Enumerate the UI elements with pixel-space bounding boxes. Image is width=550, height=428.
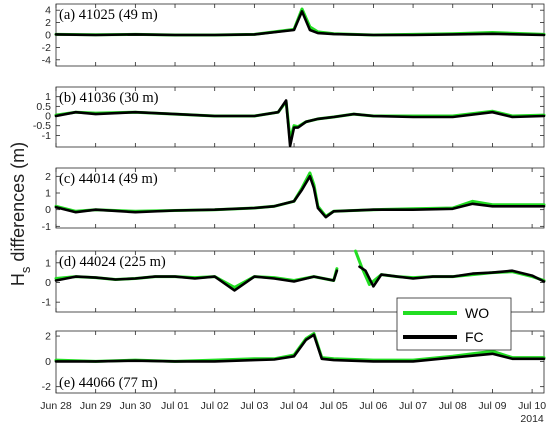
x-axis: Jun 28 Jun 29 Jun 30 Jul 01 Jul 02 Jul 03 Jul …: [40, 400, 546, 412]
panel-1: 10.50-0.5-1 (b) 41036 (30 m): [33, 86, 546, 148]
y-tick-label: 2: [45, 171, 51, 183]
y-tick-label: 4: [45, 5, 51, 17]
x-tick-label: Jun 29: [80, 400, 112, 412]
y-tick-label: 1: [45, 91, 51, 103]
x-tick-label: Jun 28: [40, 400, 72, 412]
panel-title: (b) 41036 (30 m): [59, 90, 159, 106]
y-axis-label-subscript: s: [18, 266, 33, 273]
panel-frame: [55, 167, 545, 229]
legend-label: WO: [465, 305, 489, 321]
series-line-fc: [54, 175, 546, 219]
panel-title: (e) 44066 (77 m): [59, 375, 158, 391]
x-tick-label: Jul 03: [240, 400, 268, 412]
y-tick-label: -4: [42, 54, 51, 66]
y-tick-label: -1: [42, 221, 51, 233]
y-tick-label: 0: [45, 111, 51, 123]
series-line-fc: [54, 333, 546, 363]
series-line-fc: [54, 10, 546, 37]
y-axis-label: Hs differences (m): [8, 142, 33, 286]
panel-title: (c) 44014 (49 m): [59, 171, 158, 187]
x-tick-label: Jul 07: [399, 400, 427, 412]
y-tick-label: 2: [45, 331, 51, 343]
panel-0: 420-2-4 (a) 41025 (49 m): [42, 3, 546, 67]
legend: WO FC: [396, 297, 512, 351]
legend-box: [396, 297, 512, 351]
x-tick-label: Jul 08: [439, 400, 467, 412]
legend-label: FC: [465, 329, 484, 345]
y-tick-label: 0.5: [36, 101, 51, 113]
y-tick-label: 0: [45, 30, 51, 42]
series-line-fc: [54, 99, 546, 148]
y-axis-label-main: H: [8, 273, 28, 286]
x-tick-label: Jun 30: [120, 400, 152, 412]
y-tick-label: -2: [42, 42, 51, 54]
y-tick-label: -2: [42, 381, 51, 393]
series-line-fc: [54, 265, 546, 292]
panel-title: (d) 44024 (225 m): [59, 254, 166, 270]
y-tick-label: 1: [45, 188, 51, 200]
panel-2: 2 1 0 -1 (c) 44014 (49 m): [42, 167, 546, 233]
x-tick-label: Jul 05: [320, 400, 348, 412]
x-tick-label: Jul 09: [478, 400, 506, 412]
x-tick-label: Jul 02: [201, 400, 229, 412]
x-tick-label: Jul 01: [161, 400, 189, 412]
y-tick-label: 0: [45, 356, 51, 368]
x-tick-label: Jul 06: [359, 400, 387, 412]
panel-title: (a) 41025 (49 m): [59, 7, 158, 23]
y-tick-label: 2: [45, 17, 51, 29]
y-tick-label: 0: [45, 204, 51, 216]
x-year-label: 2014: [520, 413, 544, 425]
y-tick-label: 0: [45, 277, 51, 289]
y-tick-label: -0.5: [33, 120, 51, 132]
y-axis-label-rest: differences (m): [8, 142, 28, 267]
y-tick-label: -1: [42, 130, 51, 142]
panels-group: 420-2-4(a) 41025 (49 m)10.50-0.5-1(b) 41…: [33, 3, 546, 394]
y-tick-label: -1: [42, 297, 51, 309]
x-tick-label: Jul 10: [518, 400, 546, 412]
y-tick-label: 1: [45, 257, 51, 269]
x-tick-label: Jul 04: [280, 400, 308, 412]
